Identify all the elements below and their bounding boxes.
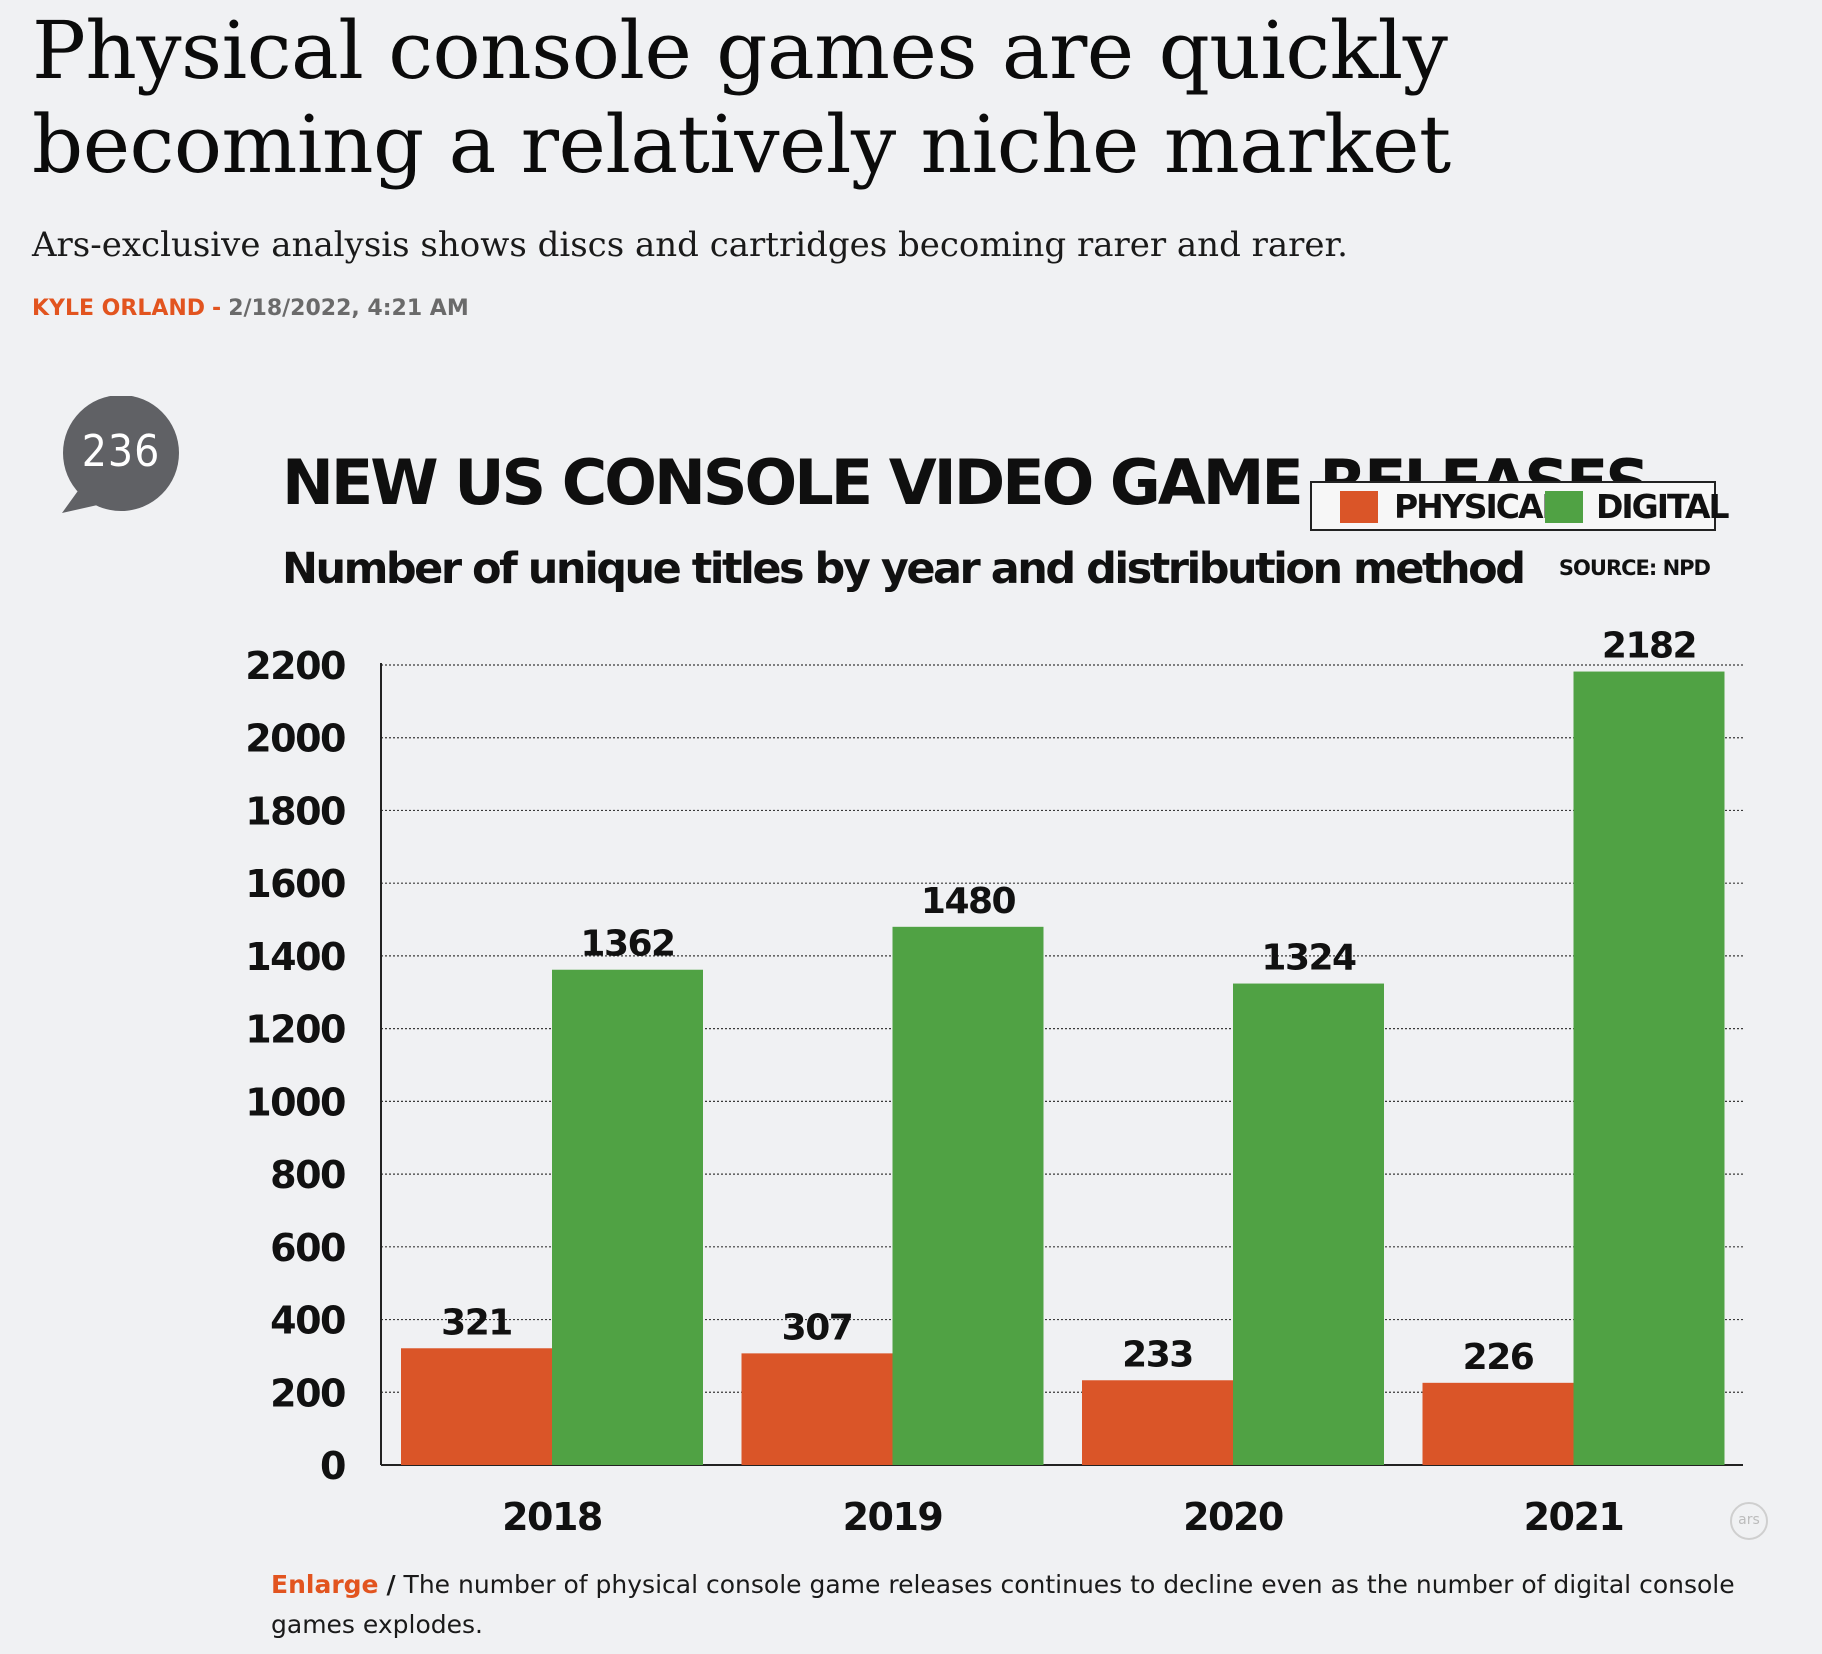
chart-legend: PHYSICAL DIGITAL: [1310, 481, 1730, 531]
bar-physical-2019: [741, 1353, 893, 1465]
figure-caption: Enlarge / The number of physical console…: [271, 1565, 1741, 1645]
bar-digital-2021: [1573, 671, 1725, 1465]
y-tick-label: 1600: [245, 862, 345, 906]
bar-digital-2018: [552, 969, 703, 1465]
data-label-physical-2019: 307: [782, 1307, 853, 1348]
speech-bubble-icon: [62, 396, 179, 513]
article-headline: Physical console games are quickly becom…: [32, 4, 1451, 191]
byline-separator: -: [212, 296, 222, 321]
ars-logo-badge: ars: [1730, 1502, 1768, 1540]
y-tick-label: 1200: [245, 1008, 345, 1052]
bar-physical-2018: [401, 1348, 552, 1465]
bar-digital-2019: [892, 926, 1044, 1465]
x-tick-label: 2021: [1524, 1495, 1624, 1539]
data-label-digital-2018: 1362: [580, 924, 674, 965]
y-tick-label: 600: [270, 1226, 345, 1270]
data-label-physical-2020: 233: [1122, 1334, 1193, 1375]
y-tick-label: 1800: [245, 789, 345, 833]
y-tick-label: 1000: [245, 1080, 345, 1124]
y-tick-label: 200: [270, 1371, 345, 1415]
x-tick-label: 2019: [843, 1495, 943, 1539]
y-tick-label: 0: [320, 1444, 345, 1488]
legend-label-physical: PHYSICAL: [1394, 487, 1563, 526]
legend-swatch-digital: [1545, 491, 1583, 523]
data-label-digital-2021: 2182: [1602, 626, 1696, 667]
chart-source: SOURCE: NPD: [1558, 556, 1711, 580]
y-tick-label: 2000: [245, 717, 345, 761]
legend-swatch-physical: [1340, 491, 1378, 523]
data-label-digital-2020: 1324: [1261, 938, 1356, 979]
y-tick-label: 400: [270, 1299, 345, 1343]
byline: KYLE ORLAND - 2/18/2022, 4:21 AM: [32, 294, 469, 324]
comment-count: 236: [81, 426, 161, 477]
publish-date: 2/18/2022, 4:21 AM: [228, 296, 469, 321]
bar-physical-2021: [1422, 1382, 1574, 1465]
caption-separator: /: [386, 1570, 396, 1599]
caption-text: The number of physical console game rele…: [271, 1570, 1735, 1639]
bar-physical-2020: [1082, 1380, 1233, 1465]
y-tick-label: 1400: [245, 935, 345, 979]
data-label-physical-2021: 226: [1463, 1337, 1534, 1378]
author-link[interactable]: KYLE ORLAND: [32, 296, 206, 321]
y-tick-label: 2200: [245, 644, 345, 688]
legend-label-digital: DIGITAL: [1596, 487, 1730, 526]
x-tick-label: 2018: [502, 1495, 602, 1539]
x-tick-label: 2020: [1183, 1495, 1283, 1539]
article-dek: Ars-exclusive analysis shows discs and c…: [32, 225, 1348, 265]
enlarge-link[interactable]: Enlarge: [271, 1570, 379, 1599]
y-tick-label: 800: [270, 1153, 345, 1197]
bar-digital-2020: [1233, 983, 1384, 1465]
data-label-digital-2019: 1480: [921, 881, 1016, 922]
chart-subtitle: Number of unique titles by year and dist…: [282, 544, 1526, 594]
data-label-physical-2018: 321: [441, 1302, 512, 1343]
comments-bubble[interactable]: 236: [60, 396, 182, 518]
